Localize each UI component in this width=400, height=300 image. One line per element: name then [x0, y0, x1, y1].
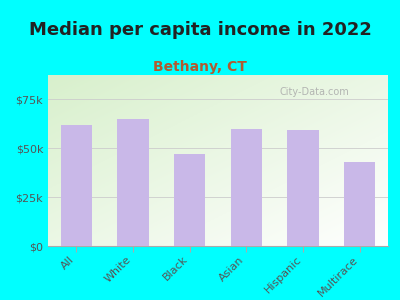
Text: Bethany, CT: Bethany, CT — [153, 60, 247, 74]
Text: Median per capita income in 2022: Median per capita income in 2022 — [28, 21, 372, 39]
Bar — [118, 119, 148, 246]
Bar — [174, 154, 205, 246]
Bar — [288, 130, 318, 246]
Text: City-Data.com: City-Data.com — [279, 87, 349, 97]
Bar — [61, 125, 92, 246]
Bar — [344, 162, 375, 246]
Bar — [231, 129, 262, 246]
